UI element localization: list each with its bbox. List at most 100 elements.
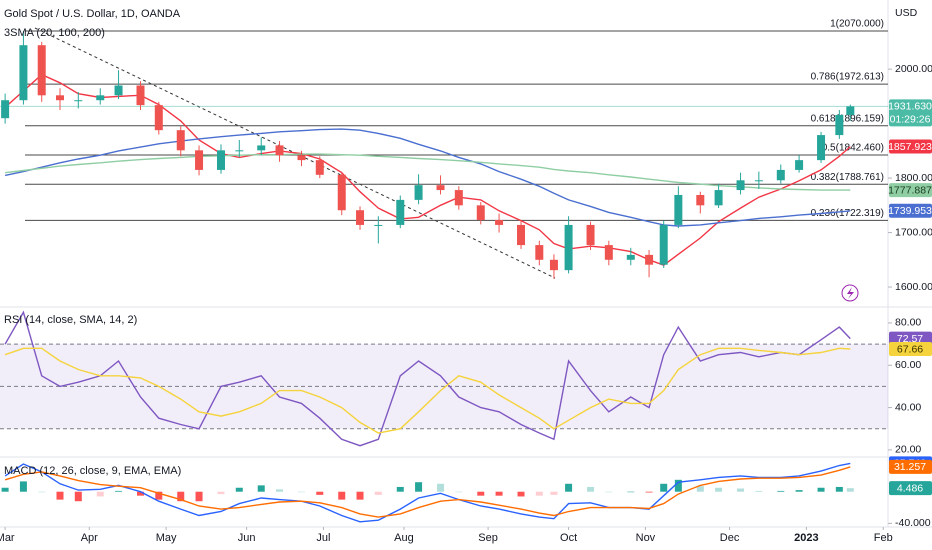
histogram-bar — [437, 483, 445, 492]
histogram-bar — [587, 486, 595, 492]
price-tag — [889, 203, 932, 218]
candle-body — [257, 145, 266, 151]
histogram-bar — [795, 490, 803, 492]
histogram-bar — [550, 491, 558, 495]
price-tag-label: 72.57 — [897, 333, 923, 345]
candle-body — [835, 114, 844, 136]
candle-body — [275, 145, 284, 156]
histogram-bar — [495, 491, 503, 496]
histogram-bar — [846, 488, 854, 492]
candle-body — [626, 254, 635, 260]
histogram-bar — [257, 485, 265, 492]
candle-body — [454, 190, 463, 206]
price-tag-label: 1857.923 — [888, 141, 932, 153]
histogram-bar — [155, 491, 163, 500]
price-tag — [889, 459, 932, 474]
candle-body — [414, 185, 423, 200]
price-pane: 1(2070.000) 0.786(1972.613) 0.618(1896.159… — [0, 19, 888, 279]
histogram-bar — [627, 491, 635, 493]
histogram-bar — [56, 491, 64, 500]
candle-body — [674, 194, 683, 225]
candle-body — [136, 85, 145, 106]
fib-label: 0.236(1722.319) — [811, 208, 884, 219]
histogram-bar — [19, 481, 27, 492]
histogram-bar — [817, 487, 825, 492]
histogram-bar — [338, 491, 346, 500]
histogram-bar — [535, 491, 543, 496]
y-tick-label: -40.000 — [895, 517, 931, 529]
histogram-bar — [835, 486, 843, 492]
candle-body — [37, 45, 46, 96]
histogram-bar — [96, 491, 104, 497]
histogram-bar — [297, 491, 305, 493]
candle-body — [235, 150, 244, 152]
price-tag-label: 1739.953 — [888, 205, 932, 217]
indicator-line — [4, 73, 851, 266]
fib-label: 0.786(1972.613) — [811, 72, 884, 83]
histogram-bar — [374, 491, 382, 495]
price-tag — [889, 481, 932, 496]
candle-body — [154, 105, 163, 131]
histogram-bar — [415, 482, 423, 492]
candle-body — [114, 85, 123, 96]
candle-body — [659, 224, 668, 265]
histogram-bar — [455, 491, 463, 493]
indicator-line — [4, 310, 851, 447]
currency-unit: USD — [895, 7, 918, 19]
candle-body — [495, 220, 504, 225]
candle-body — [176, 130, 185, 151]
candle-body — [517, 224, 526, 246]
price-tag — [889, 99, 932, 127]
histogram-bar — [605, 491, 613, 493]
candle-body — [396, 199, 405, 225]
candle-body — [754, 180, 763, 182]
x-tick-label: Aug — [394, 532, 414, 544]
histogram-bar — [715, 487, 723, 492]
histogram-bar — [660, 483, 668, 492]
price-tag-label: 31.257 — [894, 461, 926, 473]
histogram-bar — [177, 491, 185, 502]
candle-body — [736, 180, 745, 191]
histogram-bar — [276, 489, 284, 492]
price-tag — [889, 139, 932, 154]
fib-label: 0.382(1788.761) — [811, 172, 884, 183]
candle-body — [476, 205, 485, 221]
price-tag-label: 1931.630 — [888, 101, 932, 113]
histogram-bar — [217, 491, 225, 495]
histogram-bar — [316, 491, 324, 495]
histogram-bar — [1, 487, 9, 492]
alert-icon[interactable] — [841, 284, 859, 302]
histogram-bar — [235, 487, 243, 492]
candle-body — [696, 194, 705, 206]
fib-label: 1(2070.000) — [830, 19, 884, 30]
y-tick-label: 40.00 — [895, 401, 921, 413]
price-tag — [889, 342, 932, 357]
candle-body — [586, 224, 595, 246]
histogram-bar — [396, 486, 404, 492]
candle-body — [19, 45, 28, 101]
histogram-bar — [565, 483, 573, 492]
candle-body — [795, 160, 804, 170]
indicator-line — [5, 153, 851, 191]
histogram-bar — [74, 491, 82, 502]
x-tick-label: May — [156, 532, 177, 544]
x-tick-label: Mar — [0, 532, 15, 544]
candle-body — [604, 245, 613, 260]
x-tick-label: Sep — [478, 532, 498, 544]
chart-title: Gold Spot / U.S. Dollar, 1D, OANDA — [4, 8, 181, 20]
histogram-bar — [674, 479, 682, 492]
y-tick-label: 1700.000 — [895, 226, 932, 238]
fib-label: 0.5(1842.460) — [822, 143, 884, 154]
macd-pane — [1, 462, 854, 523]
histogram-bar — [645, 491, 653, 493]
x-tick-label: Apr — [81, 532, 98, 544]
y-tick-label: 1600.000 — [895, 281, 932, 293]
candle-body — [846, 106, 855, 115]
x-tick-label: Jun — [238, 532, 256, 544]
candle-body — [549, 259, 558, 271]
price-tag-label: 1777.887 — [888, 184, 932, 196]
x-tick-label: Feb — [874, 532, 893, 544]
